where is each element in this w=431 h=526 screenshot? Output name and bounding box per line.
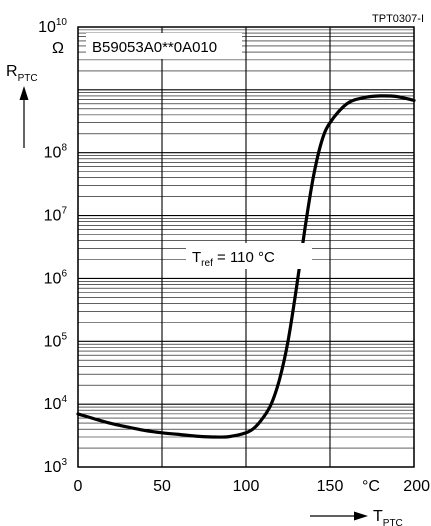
y-tick-base: 10 <box>44 208 62 225</box>
x-tick-label: 100 <box>233 478 260 495</box>
y-tick-exponent: 4 <box>61 394 67 405</box>
y-tick-exponent: 7 <box>61 206 67 217</box>
y-tick-label: 108 <box>44 143 68 162</box>
x-axis-unit: °C <box>362 478 380 495</box>
x-axis-sub: PTC <box>383 518 403 526</box>
y-tick-base: 10 <box>38 19 56 36</box>
y-tick-exponent: 3 <box>61 457 67 468</box>
x-axis-main: T <box>373 508 383 525</box>
y-tick-label: 104 <box>44 394 68 413</box>
y-axis-main: R <box>6 63 18 80</box>
doc-code: TPT0307-I <box>372 13 424 25</box>
resistance-curve <box>76 94 416 439</box>
y-tick-label: 1010 <box>38 17 67 36</box>
y-axis-unit: Ω <box>52 40 64 57</box>
plot-frame <box>77 26 415 468</box>
y-tick-label: 107 <box>44 206 68 225</box>
x-tick-label: 50 <box>153 478 171 495</box>
y-axis-sub: PTC <box>18 73 38 84</box>
x-tick-label: 150 <box>317 478 344 495</box>
y-tick-base: 10 <box>44 270 62 287</box>
y-tick-base: 10 <box>44 396 62 413</box>
y-tick-exponent: 8 <box>61 143 67 154</box>
y-tick-base: 10 <box>44 333 62 350</box>
part-label: B59053A0**0A010 <box>92 39 217 56</box>
x-axis-title: TPTC <box>373 508 403 526</box>
y-axis-title: RPTC <box>6 63 38 84</box>
x-tick-label: 0 <box>74 478 83 495</box>
y-tick-base: 10 <box>44 145 62 162</box>
y-tick-label: 105 <box>44 331 68 350</box>
ref-label-text: Tref = 110 °C <box>192 249 275 269</box>
y-tick-exponent: 10 <box>56 17 68 28</box>
y-tick-base: 10 <box>44 459 62 476</box>
x-axis-arrow <box>310 511 368 521</box>
part-label-box: B59053A0**0A010 <box>86 33 242 59</box>
ref-label-main: T <box>192 249 201 266</box>
y-axis-arrow <box>19 86 29 148</box>
y-tick-exponent: 6 <box>61 268 67 279</box>
ref-label-rest: = 110 °C <box>213 249 275 266</box>
y-tick-label: 103 <box>44 457 68 476</box>
ref-temperature-label: Tref = 110 °C <box>186 243 312 269</box>
y-tick-exponent: 5 <box>61 331 67 342</box>
x-tick-labels: 0 50 100 150 200 <box>74 478 431 495</box>
ref-label-sub: ref <box>201 258 213 269</box>
x-tick-label: 200 <box>403 478 430 495</box>
y-tick-label: 106 <box>44 268 68 287</box>
